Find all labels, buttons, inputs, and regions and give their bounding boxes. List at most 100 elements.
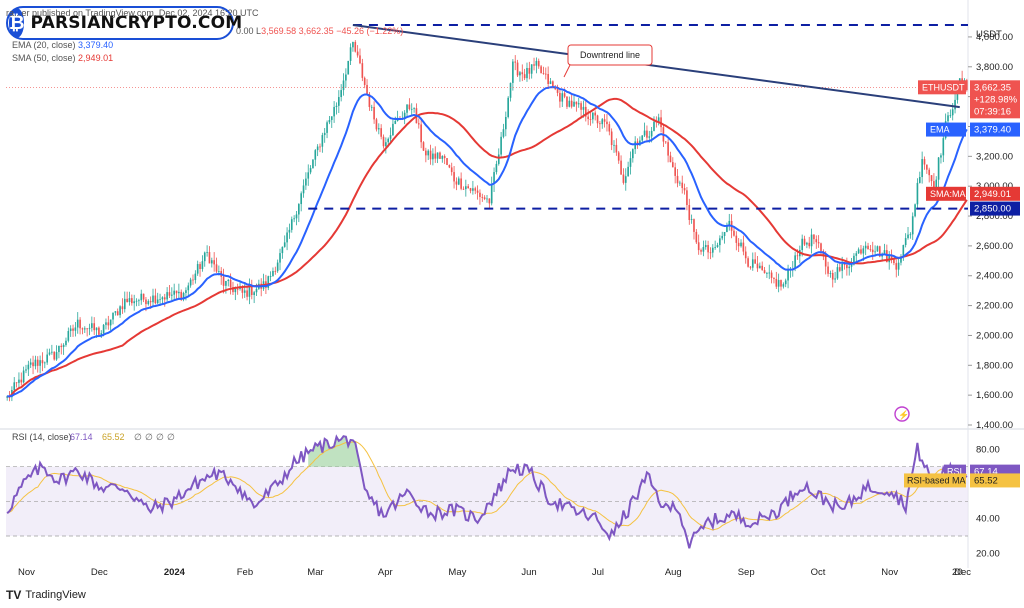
candle-body [218,271,220,272]
price-tick-label: 2,600.00 [976,241,1013,252]
candle-body [843,263,846,265]
candle [547,66,549,90]
candle [561,90,564,108]
candle-body [323,132,326,136]
candle [606,113,608,132]
candle-body [88,327,91,329]
candle-body [653,121,655,131]
candle [895,259,898,278]
rsi-tick-label: 40.00 [976,514,1000,525]
candle-body [215,264,218,272]
candle-body [697,242,700,251]
candle [114,311,117,316]
symbol-tag-text: ETHUSDT [922,82,965,92]
candle [686,187,688,211]
candle [806,241,808,249]
watermark-logo: ₿ PARSIANCRYPTO.COM [6,6,242,40]
candle-body [300,193,303,205]
candle [902,244,905,261]
candle [907,227,909,240]
candle [326,120,328,139]
candle-body [460,178,462,189]
candle-body [385,142,387,147]
candle [330,116,333,128]
candle [966,78,968,92]
candle [133,294,136,311]
candle-body [599,123,601,125]
candle [361,58,364,82]
candle-body [893,258,895,264]
candle [119,305,121,318]
candle [323,128,326,143]
candle [657,113,660,126]
candle-body [603,119,606,122]
candle [926,164,928,174]
candle-body [784,280,787,285]
candle-body [794,255,796,269]
candle [702,240,705,257]
candle [227,278,230,287]
candle-body [918,177,921,183]
candle-body [429,150,432,160]
candle-body [281,246,284,254]
candle [721,231,724,241]
price-tick-label: 3,800.00 [976,62,1013,73]
change-value: −45.26 (−1.22%) [336,26,404,36]
candle-body [392,123,394,136]
candle [690,214,693,224]
candle-body [142,293,145,300]
candle [76,312,79,334]
candle-body [763,270,766,274]
candle-body [408,104,411,110]
ema-legend[interactable]: EMA (20, close) 3,379.40 [12,40,113,50]
candle [443,154,446,165]
candle-body [966,80,968,91]
candle-body [744,251,747,259]
candle-body [878,246,881,257]
candle-body [406,104,408,113]
candle-body [831,273,834,280]
candle [335,102,338,115]
x-tick-label: Nov [881,567,898,578]
candle [857,247,860,254]
candle-body [671,162,674,168]
tradingview-brand[interactable]: TV TradingView [6,588,86,602]
ohlc-line: 0.00 L3,569.58 3,662.35 −45.26 (−1.22%) [236,26,403,36]
candle [22,366,25,384]
candle-body [850,264,853,267]
candle-body [801,238,804,251]
candle [189,277,192,288]
candle [864,241,867,256]
candle-body [131,298,133,304]
candle-body [535,60,538,66]
candle [709,247,712,260]
candle-body [601,119,604,125]
sma-legend[interactable]: SMA (50, close) 2,949.01 [12,53,113,63]
candle [375,117,378,132]
candle [168,285,171,299]
candle-body [512,61,514,83]
candle-body [514,61,517,63]
ma-tag-text: EMA [930,125,950,135]
candle [206,245,208,257]
candle [222,268,225,294]
candle [105,318,107,330]
candle-body [714,247,716,248]
candle-body [775,278,778,287]
candle-body [443,156,446,159]
candle [107,315,110,330]
candle-body [895,263,898,270]
candle [27,360,30,377]
candle [923,156,926,170]
candle [370,104,373,112]
candle-body [168,292,171,296]
candle-body [222,276,225,286]
price-tick-label: 4,000.00 [976,32,1013,43]
candle [406,104,408,118]
candle-body [580,103,582,110]
candle [756,255,759,272]
candle-body [634,141,637,150]
candle-body [363,77,366,85]
